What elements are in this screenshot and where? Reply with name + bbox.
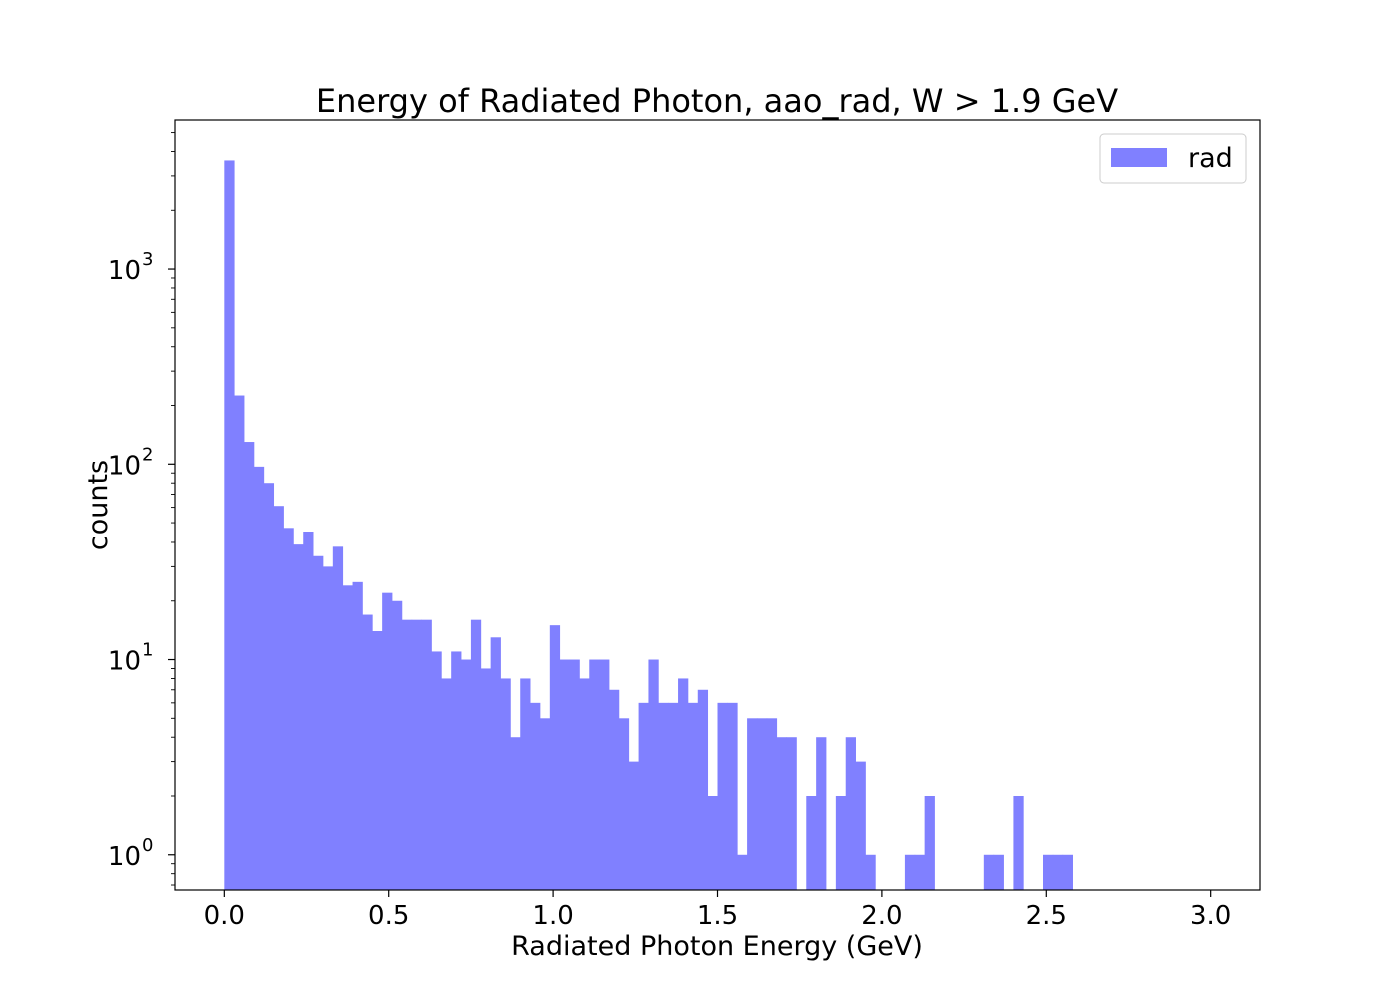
histogram-bar (816, 737, 827, 890)
histogram-bar (569, 659, 580, 890)
y-tick-exponent: 1 (142, 640, 153, 661)
histogram-bar (727, 702, 738, 890)
histogram-bar (283, 528, 294, 890)
histogram-bar (707, 796, 718, 890)
histogram-bar (539, 718, 551, 890)
histogram-bar (648, 659, 659, 890)
histogram-bar (737, 854, 748, 890)
histogram-bar (806, 796, 817, 890)
x-tick-label: 0.5 (368, 901, 409, 931)
histogram-bar (441, 678, 452, 890)
x-tick-label: 2.5 (1026, 901, 1067, 931)
histogram-bar (372, 631, 383, 890)
histogram-bar (253, 466, 265, 890)
legend-box (1099, 133, 1247, 184)
histogram-bar (451, 651, 462, 890)
histogram-bar (904, 854, 916, 890)
histogram-bar (530, 702, 541, 890)
y-tick-label: 10 (108, 256, 141, 286)
histogram-bar (589, 659, 600, 890)
histogram-bar (628, 761, 639, 890)
histogram-bar (678, 678, 689, 890)
y-tick-label: 10 (108, 451, 141, 481)
y-tick-exponent: 2 (142, 444, 153, 465)
histogram-bar (431, 651, 442, 890)
y-tick-label: 10 (108, 842, 141, 872)
histogram-bar (1013, 796, 1024, 890)
histogram-bar (332, 546, 344, 890)
x-tick-label: 1.5 (697, 901, 738, 931)
histogram-bar (461, 659, 472, 890)
x-axis-label: Radiated Photon Energy (GeV) (511, 931, 923, 962)
histogram-bar (510, 737, 521, 890)
histogram-bar (293, 544, 304, 890)
histogram-bar (273, 506, 284, 890)
histogram-bar (322, 566, 334, 890)
legend-label: rad (1188, 143, 1233, 174)
histogram-bar (263, 483, 275, 890)
histogram-bar (658, 702, 669, 890)
chart-title: Energy of Radiated Photon, aao_rad, W > … (316, 82, 1118, 120)
x-tick-label: 2.0 (861, 901, 902, 931)
histogram-bar (914, 854, 926, 890)
y-tick-label: 10 (108, 647, 141, 677)
histogram-bar (401, 619, 413, 890)
histogram-bar (480, 668, 492, 890)
histogram-bar (776, 737, 787, 890)
histogram-bar (717, 702, 728, 890)
y-tick-exponent: 3 (142, 249, 153, 270)
histogram-bar (983, 854, 995, 890)
histogram-bar (490, 637, 501, 890)
y-tick-exponent: 0 (142, 835, 153, 856)
histogram-bar (313, 555, 324, 890)
histogram-bar (855, 761, 866, 890)
histogram-bar (638, 702, 649, 890)
histogram-bar (352, 581, 363, 890)
histogram-bar (599, 659, 610, 890)
histogram-bar (747, 718, 758, 890)
histogram-bar (609, 689, 620, 890)
histogram-bar (559, 659, 570, 890)
histogram-bar (1043, 854, 1054, 890)
histogram-bar (382, 592, 393, 890)
histogram-bar (579, 678, 590, 890)
bars-group (224, 160, 1073, 890)
histogram-bar (668, 702, 679, 890)
legend: rad (1099, 133, 1247, 184)
x-tick-label: 0.0 (204, 901, 245, 931)
x-tick-label: 3.0 (1190, 901, 1231, 931)
x-axis-ticks: 0.0 0.5 1.0 1.5 2.0 2.5 3.0 (204, 890, 1231, 931)
histogram-bar (766, 718, 778, 890)
histogram-bar (244, 442, 255, 890)
legend-swatch (1111, 148, 1167, 167)
histogram-bar (924, 796, 935, 890)
histogram-bar (421, 619, 432, 890)
histogram-bar (392, 600, 403, 890)
histogram-bar (234, 395, 245, 890)
histogram-bar (470, 619, 482, 890)
histogram-bar (865, 854, 876, 890)
histogram-bar (697, 689, 709, 890)
histogram-bar (687, 702, 699, 890)
histogram-bar (362, 614, 373, 890)
histogram-bar (756, 718, 768, 890)
histogram-bar (845, 737, 856, 890)
histogram-bar (786, 737, 797, 890)
histogram-bar (549, 625, 561, 890)
histogram-bar (618, 718, 630, 890)
histogram-bar (303, 532, 314, 890)
histogram-bar (993, 854, 1004, 890)
histogram-bar (1062, 854, 1073, 890)
histogram-bar (835, 796, 847, 890)
histogram-bar (411, 619, 422, 890)
y-axis-label: counts (83, 460, 114, 550)
histogram-bar (342, 585, 353, 890)
histogram-bar (1052, 854, 1064, 890)
x-tick-label: 1.0 (532, 901, 573, 931)
histogram-bar (224, 160, 235, 890)
histogram-bar (500, 678, 511, 890)
histogram-bar (520, 678, 531, 890)
